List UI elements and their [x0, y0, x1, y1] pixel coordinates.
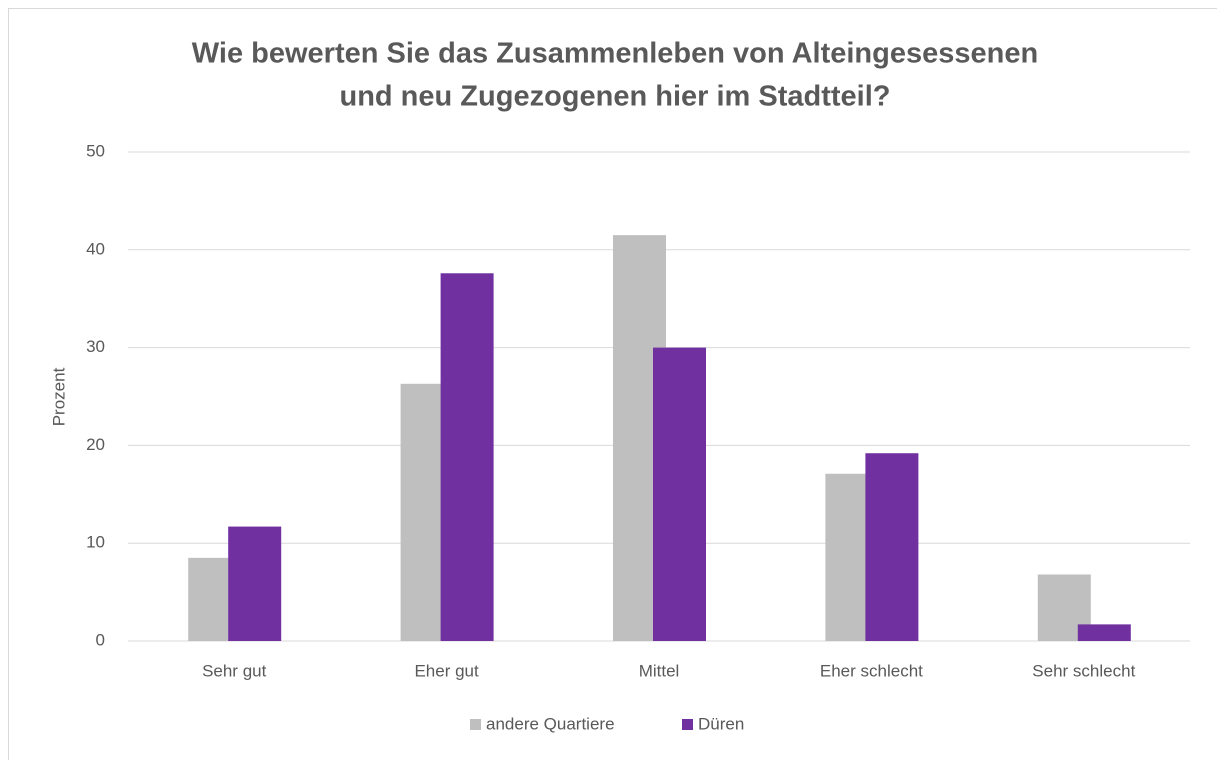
legend-swatch — [682, 719, 693, 730]
y-tick-label: 0 — [96, 630, 105, 649]
x-tick-label: Eher gut — [414, 661, 479, 680]
bar — [653, 347, 706, 641]
y-tick-label: 10 — [86, 533, 105, 552]
bar — [228, 526, 282, 641]
y-tick-label: 30 — [86, 337, 105, 356]
legend-label: Düren — [698, 714, 744, 733]
x-tick-label: Sehr gut — [202, 661, 267, 680]
y-tick-label: 50 — [86, 141, 105, 160]
bar — [440, 273, 494, 641]
chart-frame — [8, 8, 1217, 760]
x-tick-label: Sehr schlecht — [1032, 661, 1135, 680]
legend-label: andere Quartiere — [486, 714, 615, 733]
x-tick-label: Eher schlecht — [820, 661, 923, 680]
chart-title: Wie bewerten Sie das Zusammenleben von A… — [192, 38, 1038, 70]
legend-swatch — [470, 719, 481, 730]
y-tick-label: 20 — [86, 435, 105, 454]
bar — [1077, 624, 1131, 641]
y-tick-label: 40 — [86, 239, 105, 258]
y-axis-label: Prozent — [49, 367, 68, 426]
x-tick-label: Mittel — [639, 661, 680, 680]
bar — [865, 453, 919, 641]
chart-title: und neu Zugezogenen hier im Stadtteil? — [339, 81, 890, 113]
